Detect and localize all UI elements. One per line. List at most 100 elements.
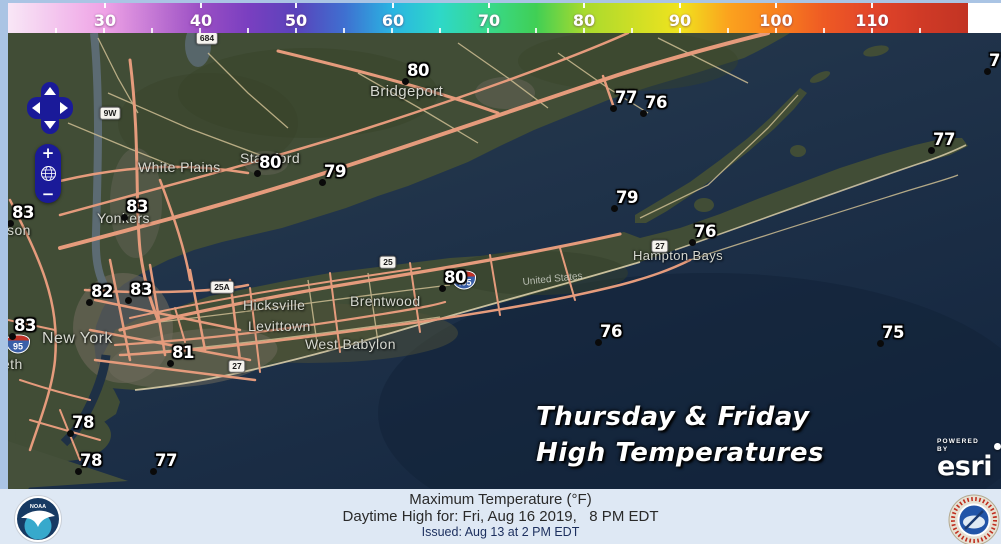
pan-down-icon <box>44 121 56 129</box>
zoom-control: + − <box>35 144 61 203</box>
scale-tick-minor <box>679 28 681 33</box>
caption-line-2: High Temperatures <box>536 438 824 468</box>
scale-tick-minor <box>295 28 297 33</box>
temp-value: 77 <box>155 451 177 470</box>
scale-tick <box>679 3 681 8</box>
scale-tick <box>487 3 490 8</box>
city-label: Brentwood <box>350 293 421 309</box>
nws-ring-text <box>951 497 997 543</box>
noaa-logo: NOAA <box>14 495 62 543</box>
temp-value: 80 <box>444 268 466 287</box>
scale-tick-minor <box>727 28 729 33</box>
esri-globe-icon <box>994 442 1001 450</box>
esri-wordmark: esri <box>937 451 992 482</box>
route-shield: 25A <box>210 280 234 294</box>
scale-tick <box>871 3 873 8</box>
temp-station-dot <box>167 360 174 367</box>
route-shield: 684 <box>195 31 219 45</box>
scale-tick-minor <box>487 28 489 33</box>
temp-station-dot <box>611 205 618 212</box>
temp-station-dot <box>689 239 696 246</box>
temp-station-dot <box>877 340 884 347</box>
temp-station-dot <box>439 285 446 292</box>
city-label: White Plains <box>138 159 221 175</box>
temp-value: 78 <box>72 413 94 432</box>
map-overlay: + − Thursday & Friday High Temperatures … <box>2 31 1001 489</box>
scale-tick-minor <box>439 28 441 33</box>
scale-tick-minor <box>919 28 921 33</box>
temp-station-dot <box>928 147 935 154</box>
scale-label: 80 <box>572 11 596 30</box>
interstate-shield: 495 <box>452 270 476 290</box>
color-scale: 30 40 50 60 70 80 90 100 110 <box>8 3 970 33</box>
city-label: New York <box>42 330 113 347</box>
temp-value: 83 <box>126 197 148 216</box>
temp-station-dot <box>9 333 16 340</box>
footer-valid-time: Daytime High for: Fri, Aug 16 2019, 8 PM… <box>342 508 659 525</box>
scale-label: 60 <box>381 11 405 30</box>
footer-bar: NOAA Maximum Temperature (°F) Daytime Hi… <box>0 489 1001 544</box>
scale-label: 100 <box>759 11 793 30</box>
temp-value: 7 <box>989 51 1000 70</box>
basemap-graphic: United States <box>8 33 1001 489</box>
shield-number: 495 <box>456 277 472 288</box>
scale-tick-minor <box>199 28 201 33</box>
satellite-map[interactable]: United States <box>8 33 1001 489</box>
temp-station-dot <box>610 105 617 112</box>
zoom-in-button[interactable]: + <box>41 144 55 162</box>
esri-powered-by-label: POWERED BY <box>937 438 1001 454</box>
temp-station-dot <box>67 430 74 437</box>
city-label: Levittown <box>248 318 311 334</box>
temp-value: 75 <box>882 323 904 342</box>
scale-tick-minor <box>823 28 825 33</box>
scale-label: 40 <box>189 11 213 30</box>
temp-station-dot <box>75 468 82 475</box>
temp-value: 83 <box>130 280 152 299</box>
temp-value: 83 <box>12 203 34 222</box>
shield-band <box>453 271 475 277</box>
temp-value: 76 <box>694 222 716 241</box>
temp-station-dot <box>150 468 157 475</box>
scale-tick-minor <box>247 28 249 33</box>
top-border <box>0 0 1001 3</box>
globe-icon <box>40 166 56 181</box>
scale-tick-minor <box>871 28 873 33</box>
scale-label: 30 <box>93 11 117 30</box>
scale-tick-minor <box>583 28 585 33</box>
pan-control[interactable] <box>27 82 73 134</box>
temp-value: 77 <box>933 130 955 149</box>
city-label: Stamford <box>240 150 300 166</box>
temp-value: 80 <box>259 153 281 172</box>
city-label: West Babylon <box>305 336 396 352</box>
temp-value: 76 <box>645 93 667 112</box>
route-shield: 27 <box>651 239 669 253</box>
temp-station-dot <box>640 110 647 117</box>
scale-tick-minor <box>343 28 345 33</box>
shield-number: 95 <box>12 341 23 352</box>
scale-tick-minor <box>631 28 633 33</box>
footer-text: Maximum Temperature (°F) Daytime High fo… <box>0 492 1001 540</box>
scale-tick-minor <box>535 28 537 33</box>
temp-station-dot <box>7 220 14 227</box>
temp-value: 79 <box>324 162 346 181</box>
route-shield: 25 <box>379 255 397 269</box>
temp-value: 77 <box>615 88 637 107</box>
footer-issued-time: Issued: Aug 13 at 2 PM EDT <box>421 525 580 539</box>
scale-tick-minor <box>55 28 57 33</box>
pan-left-icon <box>32 102 40 114</box>
temp-value: 83 <box>14 316 36 335</box>
noaa-text: NOAA <box>30 504 46 510</box>
zoom-out-button[interactable]: − <box>41 185 55 203</box>
scale-tick <box>103 3 106 8</box>
globe-button[interactable] <box>40 165 57 182</box>
temp-value: 81 <box>172 343 194 362</box>
esri-logo: POWERED BY esri <box>937 438 1001 480</box>
pan-right-icon <box>60 102 68 114</box>
scale-label: 90 <box>668 11 692 30</box>
city-label: Bridgeport <box>370 83 444 100</box>
corner-spacer <box>970 0 1001 33</box>
pan-pad-icon <box>27 82 73 134</box>
temp-station-dot <box>121 214 128 221</box>
temp-station-dot <box>254 170 261 177</box>
shield-band <box>7 335 29 341</box>
